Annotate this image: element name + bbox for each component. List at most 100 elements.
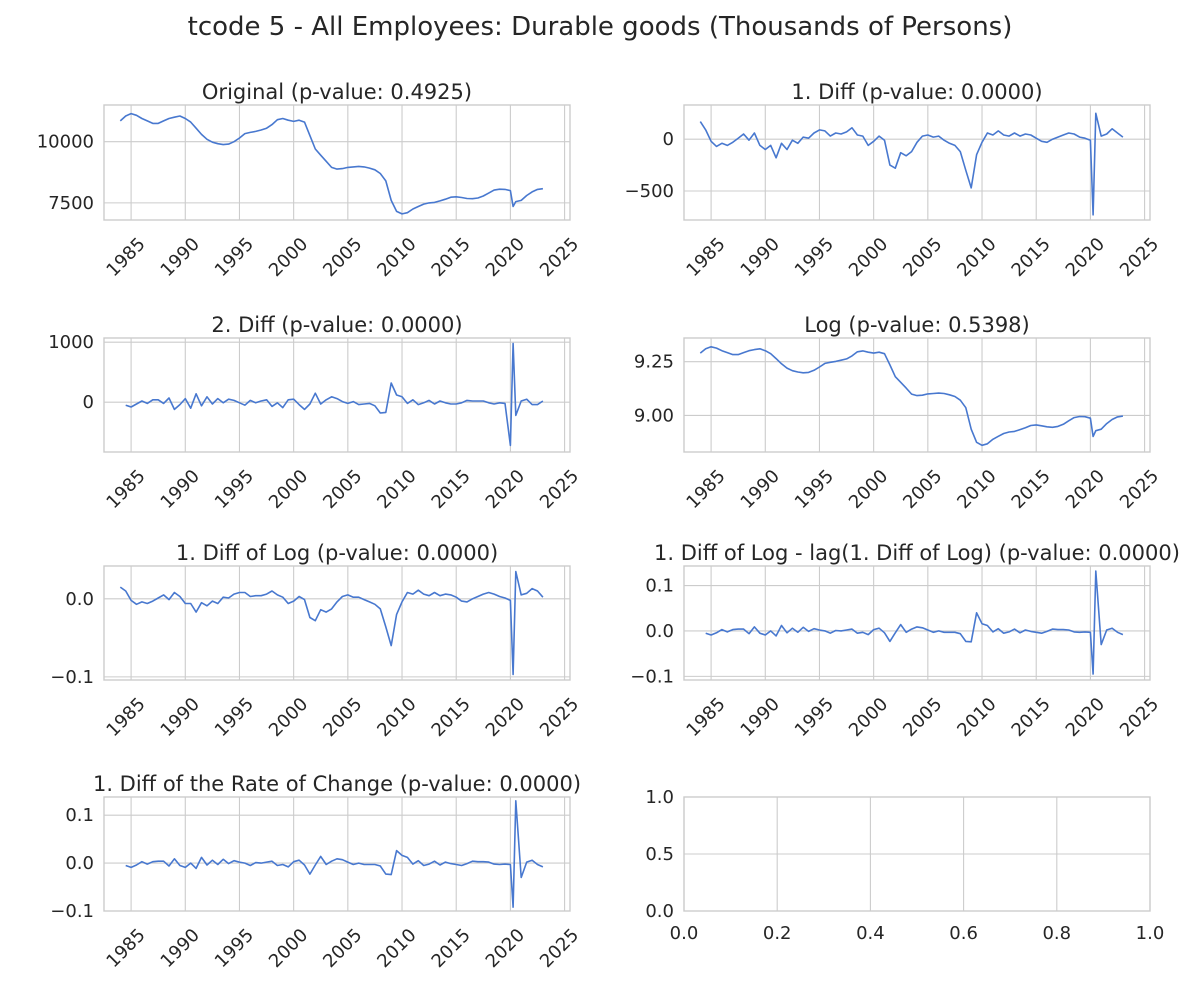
y-tick-label: −0.1 — [630, 666, 674, 687]
axes-frame — [103, 337, 571, 453]
x-tick-label: 1990 — [737, 234, 784, 281]
x-tick-label: 1995 — [791, 466, 838, 513]
series-line — [125, 799, 544, 909]
x-tick-label: 1985 — [682, 234, 729, 281]
x-tick-label: 2005 — [899, 466, 946, 513]
y-tick-label: 9.25 — [634, 352, 674, 373]
x-tick-label: 1990 — [737, 466, 784, 513]
x-tick-label: 2015 — [1008, 694, 1055, 741]
series-line — [119, 112, 544, 215]
x-tick-label: 1990 — [157, 925, 204, 972]
x-tick-label: 1995 — [791, 694, 838, 741]
x-tick-label: 2005 — [899, 694, 946, 741]
x-tick-label: 2010 — [373, 466, 420, 513]
x-tick-label: 1995 — [791, 234, 838, 281]
subplot-8: 0.0 0.2 0.4 0.6 0.8 1.0 0.0 0.5 1.0 — [645, 787, 1164, 944]
x-tick-label: 2025 — [1116, 694, 1163, 741]
axes-frame — [103, 104, 571, 221]
x-tick-label: 2005 — [319, 234, 366, 281]
y-tick-label: 0.0 — [65, 853, 94, 874]
x-tick-label: 2000 — [265, 925, 312, 972]
x-tick-label: 1.0 — [1136, 923, 1165, 944]
x-tick-label: 0.8 — [1042, 923, 1071, 944]
y-tick-label: 1000 — [48, 332, 94, 353]
subplot-title: 1. Diff of Log (p-value: 0.0000) — [176, 541, 498, 565]
axes-frame — [103, 796, 571, 912]
axes-frame — [683, 104, 1151, 221]
x-tick-label: 0.2 — [763, 923, 792, 944]
x-tick-label: 2025 — [1116, 466, 1163, 513]
x-tick-label: 1985 — [682, 466, 729, 513]
y-tick-label: 0 — [83, 392, 94, 413]
x-tick-label: 2015 — [1008, 466, 1055, 513]
axes-frame — [103, 565, 571, 681]
x-tick-label: 1995 — [211, 925, 258, 972]
series-line — [125, 342, 544, 447]
x-tick-label: 2010 — [953, 234, 1000, 281]
x-tick-label: 2010 — [953, 694, 1000, 741]
axes-frame — [683, 565, 1151, 681]
x-tick-label: 1990 — [157, 694, 204, 741]
subplot-6: 1985 1990 1995 2000 2005 2010 2015 2020 2025 −0.1… — [630, 541, 1180, 741]
subplot-3: 1985 1990 1995 2000 2005 2010 2015 2020 2025 0 100… — [48, 313, 583, 513]
x-tick-label: 2020 — [482, 694, 529, 741]
x-tick-label: 2000 — [845, 694, 892, 741]
x-tick-label: 2020 — [482, 466, 529, 513]
x-tick-label: 2010 — [373, 925, 420, 972]
x-tick-label: 2015 — [428, 694, 475, 741]
x-tick-label: 2000 — [845, 234, 892, 281]
x-tick-label: 2015 — [428, 925, 475, 972]
x-tick-label: 1995 — [211, 234, 258, 281]
x-tick-label: 2005 — [319, 694, 366, 741]
series-line — [699, 345, 1124, 447]
y-tick-label: 7500 — [48, 193, 94, 214]
x-tick-label: 1985 — [102, 925, 149, 972]
x-tick-label: 2020 — [1062, 234, 1109, 281]
x-tick-label: 2005 — [319, 466, 366, 513]
x-tick-label: 2005 — [899, 234, 946, 281]
y-tick-label: 10000 — [37, 132, 94, 153]
x-tick-label: 2010 — [373, 694, 420, 741]
x-tick-label: 1995 — [211, 694, 258, 741]
x-tick-label: 0.6 — [949, 923, 978, 944]
x-tick-label: 2000 — [265, 694, 312, 741]
x-tick-label: 1985 — [682, 694, 729, 741]
y-tick-label: 0.0 — [645, 901, 674, 922]
subplot-5: 1985 1990 1995 2000 2005 2010 2015 2020 2025 −0.1… — [50, 541, 583, 741]
x-tick-label: 2020 — [1062, 466, 1109, 513]
x-tick-label: 2025 — [1116, 234, 1163, 281]
x-tick-label: 0.0 — [670, 923, 699, 944]
x-tick-label: 2015 — [428, 466, 475, 513]
y-tick-label: 0.1 — [645, 576, 674, 597]
x-tick-label: 1985 — [102, 234, 149, 281]
subplot-2: 1985 1990 1995 2000 2005 2010 2015 2020 2025 −500… — [625, 80, 1164, 281]
subplot-title: 1. Diff of Log - lag(1. Diff of Log) (p-… — [654, 541, 1180, 565]
x-tick-label: 2005 — [319, 925, 366, 972]
y-tick-label: −0.1 — [50, 901, 94, 922]
series-line — [119, 570, 544, 676]
y-tick-label: 0 — [663, 129, 674, 150]
x-tick-label: 2025 — [536, 925, 583, 972]
x-tick-label: 2025 — [536, 234, 583, 281]
x-tick-label: 2000 — [845, 466, 892, 513]
axes-frame — [683, 796, 1151, 912]
subplot-title: 1. Diff (p-value: 0.0000) — [791, 80, 1042, 104]
subplot-title: Original (p-value: 0.4925) — [202, 80, 472, 104]
x-tick-label: 2015 — [1008, 234, 1055, 281]
x-tick-label: 1990 — [737, 694, 784, 741]
subplot-title: 1. Diff of the Rate of Change (p-value: … — [93, 772, 581, 796]
x-tick-label: 2020 — [482, 234, 529, 281]
x-tick-label: 1990 — [157, 466, 204, 513]
y-tick-label: 9.00 — [634, 405, 674, 426]
y-tick-label: 0.5 — [645, 844, 674, 865]
x-tick-label: 1985 — [102, 694, 149, 741]
x-tick-label: 2025 — [536, 694, 583, 741]
x-tick-label: 2010 — [953, 466, 1000, 513]
x-tick-label: 1995 — [211, 466, 258, 513]
x-tick-label: 2000 — [265, 466, 312, 513]
subplot-1: 1985 1990 1995 2000 2005 2010 2015 2020 2025 7500… — [37, 80, 583, 281]
x-tick-label: 2000 — [265, 234, 312, 281]
series-line — [699, 112, 1124, 216]
figure-title: tcode 5 - All Employees: Durable goods (… — [187, 12, 1013, 42]
x-tick-label: 2025 — [536, 466, 583, 513]
